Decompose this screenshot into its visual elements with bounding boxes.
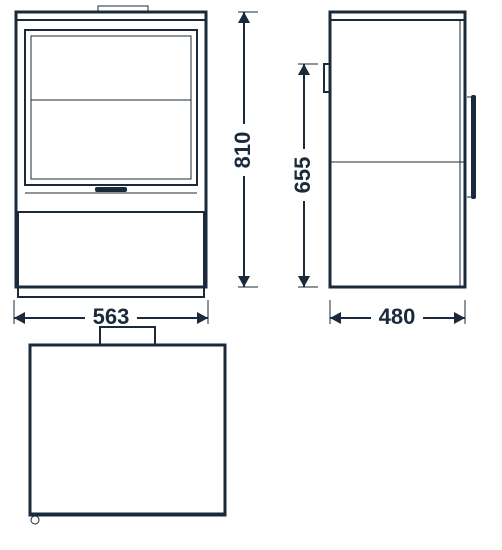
- dim-width-front: 563: [93, 304, 130, 329]
- top-outline: [30, 345, 225, 515]
- technical-drawing: 563 480 810 655: [0, 0, 502, 550]
- front-outline: [16, 12, 206, 287]
- dim-width-side: 480: [379, 304, 416, 329]
- side-outline: [330, 12, 465, 287]
- side-handle: [471, 95, 476, 199]
- dim-height-total: 810: [230, 132, 255, 169]
- dim-height-inner: 655: [290, 157, 315, 194]
